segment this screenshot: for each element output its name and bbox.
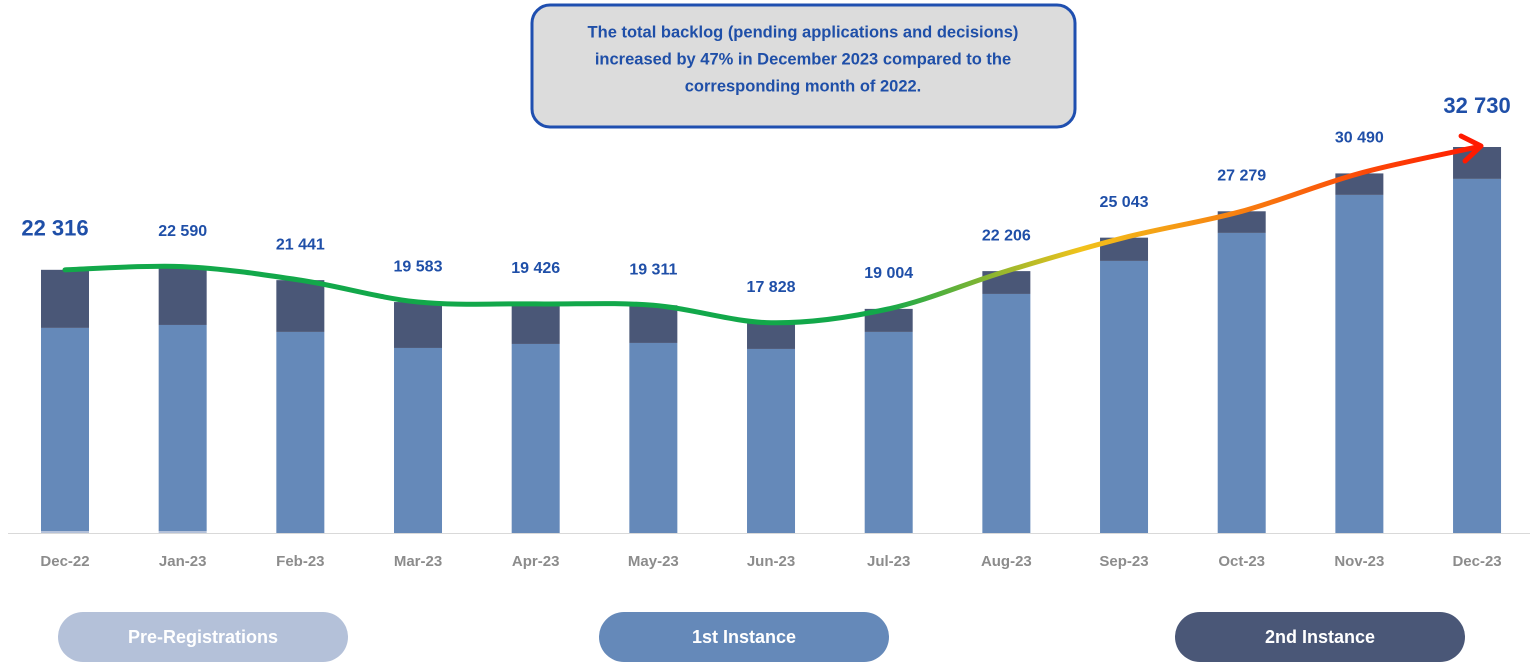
total-label: 19 004 (864, 265, 913, 282)
bar-segment (864, 308, 913, 332)
total-label: 19 426 (511, 260, 560, 277)
bar-segment (276, 280, 325, 332)
x-tick-label: Aug-23 (981, 553, 1032, 570)
bar-segment (864, 331, 913, 533)
trend-arrow (1458, 133, 1484, 164)
bar-segment (511, 343, 560, 533)
total-label: 22 590 (158, 223, 207, 240)
total-label: 32 730 (1443, 93, 1510, 118)
x-tick-label: Feb-23 (276, 553, 324, 570)
x-tick-label: Jul-23 (867, 553, 910, 570)
x-tick-label: Oct-23 (1218, 553, 1265, 570)
bar-segment (1335, 194, 1384, 534)
legend-label: 1st Instance (692, 627, 796, 647)
annotation-box (530, 3, 1077, 129)
bar-segment (41, 530, 89, 533)
legend-pill (1175, 612, 1465, 662)
bar-segment (158, 530, 207, 533)
bar-segment (1453, 178, 1502, 533)
bar-segment (158, 324, 207, 531)
x-tick-label: May-23 (628, 553, 679, 570)
x-tick-label: Sep-23 (1099, 553, 1148, 570)
bar-segment (41, 327, 89, 531)
x-tick-label: Mar-23 (394, 553, 442, 570)
legend-label: 2nd Instance (1265, 627, 1375, 647)
bar-segment (158, 266, 207, 325)
x-tick-label: Dec-22 (40, 553, 89, 570)
x-tick-label: Jan-23 (159, 553, 207, 570)
bar-segment (41, 269, 89, 328)
x-tick-label: Nov-23 (1334, 553, 1384, 570)
total-label: 21 441 (276, 236, 325, 253)
bar-segment (1217, 232, 1266, 533)
total-label: 25 043 (1100, 194, 1149, 211)
bar-segment (1100, 237, 1149, 261)
bar-segment (276, 331, 325, 533)
legend-pill (58, 612, 348, 662)
bar-segment (629, 305, 678, 343)
bar-segment (982, 293, 1031, 533)
total-label: 30 490 (1335, 130, 1384, 147)
annotation: The total backlog (pending applications … (588, 23, 1019, 41)
total-label: 19 583 (394, 258, 443, 275)
x-tick-label: Dec-23 (1452, 553, 1501, 570)
annotation: increased by 47% in December 2023 compar… (595, 50, 1011, 68)
bar-segment (394, 302, 443, 348)
bar-segment (629, 342, 678, 533)
bar-segment (394, 347, 443, 533)
trend-line (62, 144, 1480, 326)
x-tick-label: Jun-23 (747, 553, 795, 570)
annotation: corresponding month of 2022. (685, 77, 922, 95)
total-label: 19 311 (629, 261, 677, 278)
total-label: 17 828 (747, 279, 796, 296)
x-tick-label: Apr-23 (512, 553, 560, 570)
bar-segment (747, 348, 796, 533)
total-label: 27 279 (1217, 168, 1266, 185)
bar-segment (511, 303, 560, 344)
total-label: 22 206 (982, 227, 1031, 244)
bar-segment (1100, 260, 1149, 533)
bar-segment (747, 322, 796, 349)
legend-pill (599, 612, 889, 662)
legend-label: Pre-Registrations (128, 627, 278, 647)
total-label: 22 316 (21, 216, 88, 241)
